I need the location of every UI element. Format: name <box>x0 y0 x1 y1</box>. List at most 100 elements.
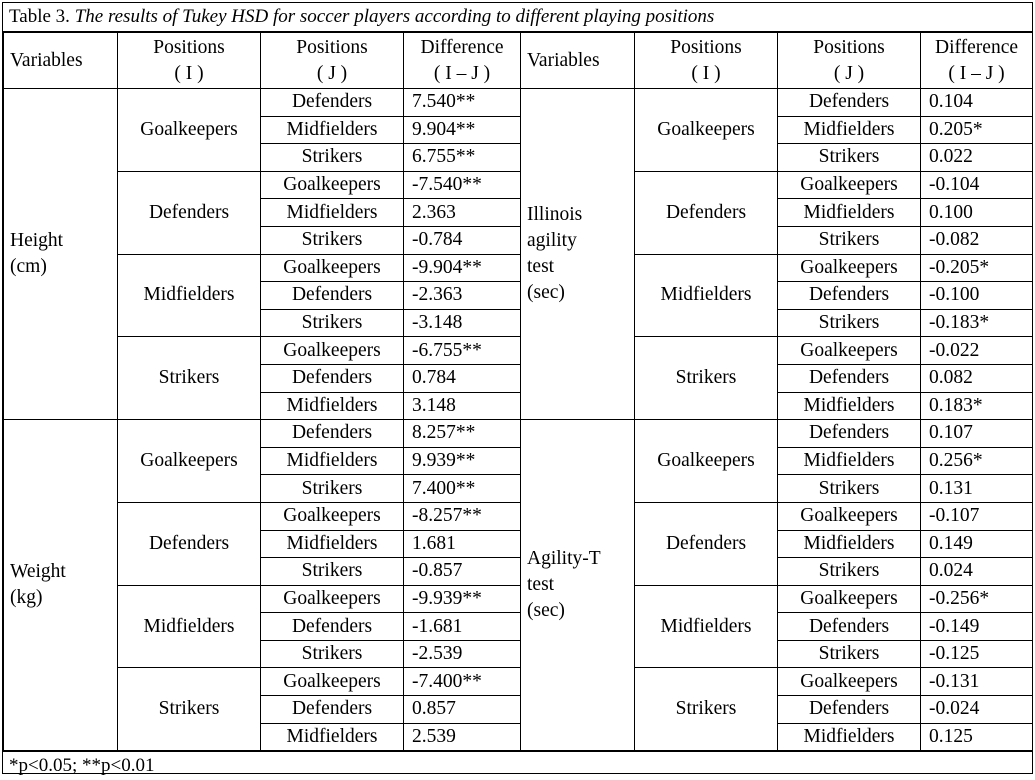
position-j-cell: Midfielders <box>777 391 921 421</box>
header-positions-j-left: Positions( J ) <box>260 32 404 89</box>
position-j-cell: Midfielders <box>260 446 404 476</box>
variable-line: (cm) <box>10 256 47 278</box>
header-variables-left: Variables <box>3 32 118 89</box>
position-i-cell: Midfielders <box>117 253 261 338</box>
caption-title: The results of Tukey HSD for soccer play… <box>74 6 715 27</box>
table-row: Defenders 0.784 Defenders 0.082 <box>4 363 1033 393</box>
position-j-cell: Midfielders <box>260 391 404 421</box>
difference-cell: -0.104 <box>920 170 1033 200</box>
difference-cell: -8.257** <box>403 501 521 531</box>
position-j-cell: Midfielders <box>777 529 921 559</box>
position-j-cell: Defenders <box>260 419 404 448</box>
header-row: Variables Positions( I ) Positions( J ) … <box>3 32 1033 89</box>
table-row: Defenders Goalkeepers -8.257** Defenders Goa… <box>4 501 1033 586</box>
position-j-cell: Defenders <box>260 88 404 117</box>
difference-cell: 6.755** <box>403 143 521 172</box>
position-i-cell: Goalkeepers <box>117 88 261 172</box>
position-j-cell: Midfielders <box>260 722 404 752</box>
position-j-cell: Defenders <box>260 612 404 641</box>
difference-cell: -6.755** <box>403 336 521 365</box>
table-row: Midfielders 9.904** Midfielders 0.205* <box>4 115 1033 145</box>
variable-line: (sec) <box>527 600 565 622</box>
difference-cell: -0.256* <box>920 584 1033 614</box>
table-row: Midfielders 2.539 Midfielders 0.125 <box>4 722 1033 752</box>
position-i-cell: Defenders <box>117 501 261 586</box>
table-row: Defenders 0.857 Defenders -0.024 <box>4 695 1033 724</box>
position-j-cell: Midfielders <box>260 529 404 559</box>
position-j-cell: Strikers <box>777 557 921 586</box>
table-row: Defenders Goalkeepers -7.540** Defenders Goa… <box>4 170 1033 255</box>
table-row: Strikers 6.755** Strikers 0.022 <box>4 143 1033 172</box>
position-j-cell: Goalkeepers <box>777 336 921 365</box>
difference-cell: 9.939** <box>403 446 521 476</box>
table-row: Strikers Goalkeepers -7.400** Strikers Goalk… <box>4 667 1033 752</box>
difference-cell: 9.904** <box>403 115 521 145</box>
difference-cell: -0.024 <box>920 695 1033 724</box>
difference-cell: 0.256* <box>920 446 1033 476</box>
table-row: Height (cm) Goalkeepers Defenders 7.540** Ill… <box>3 87 1033 421</box>
position-j-cell: Strikers <box>260 143 404 172</box>
difference-cell: -3.148 <box>403 308 521 338</box>
table-row: Defenders -1.681 Defenders -0.149 <box>4 612 1033 641</box>
position-i-cell: Strikers <box>117 667 261 752</box>
table-row: Strikers -0.857 Strikers 0.024 <box>4 557 1033 586</box>
header-difference-left: Difference( I – J ) <box>403 32 521 89</box>
difference-cell: -0.107 <box>920 501 1033 531</box>
position-j-cell: Goalkeepers <box>260 667 404 697</box>
position-j-cell: Goalkeepers <box>777 253 921 283</box>
difference-cell: -2.539 <box>403 639 521 669</box>
difference-cell: 2.539 <box>403 722 521 752</box>
position-j-cell: Goalkeepers <box>260 170 404 200</box>
difference-cell: -0.125 <box>920 639 1033 669</box>
variable-line: Agility-T <box>527 548 601 570</box>
variable-cell: Height (cm) <box>3 87 118 421</box>
difference-cell: -0.857 <box>403 557 521 586</box>
difference-cell: 1.681 <box>403 529 521 559</box>
position-i-cell: Goalkeepers <box>634 419 778 503</box>
difference-cell: 8.257** <box>403 419 521 448</box>
position-i-cell: Strikers <box>634 336 778 421</box>
difference-cell: 0.104 <box>920 88 1033 117</box>
position-j-cell: Defenders <box>260 281 404 310</box>
difference-cell: -1.681 <box>403 612 521 641</box>
difference-cell: -0.205* <box>920 253 1033 283</box>
position-i-cell: Goalkeepers <box>117 419 261 503</box>
difference-cell: 0.183* <box>920 391 1033 421</box>
position-j-cell: Defenders <box>777 419 921 448</box>
table-row: Midfielders Goalkeepers -9.939** Midfielder… <box>4 584 1033 669</box>
variable-line: Illinois <box>527 204 583 226</box>
variable-line: (kg) <box>10 587 43 609</box>
position-j-cell: Midfielders <box>777 115 921 145</box>
header-positions-j-right: Positions( J ) <box>777 32 921 89</box>
position-j-cell: Strikers <box>777 474 921 503</box>
difference-cell: 2.363 <box>403 198 521 227</box>
difference-cell: -9.904** <box>403 253 521 283</box>
caption-label: Table 3. <box>9 6 70 27</box>
table-footnote: *p<0.05; **p<0.01 <box>3 751 1032 780</box>
difference-cell: 0.100 <box>920 198 1033 227</box>
difference-cell: 0.082 <box>920 363 1033 393</box>
difference-cell: 7.400** <box>403 474 521 503</box>
table-row: Midfielders Goalkeepers -9.904** Midfielder… <box>4 253 1033 338</box>
position-i-cell: Goalkeepers <box>634 88 778 172</box>
header-variables-right: Variables <box>520 32 635 89</box>
variable-line: test <box>527 256 555 278</box>
table-row: Strikers -3.148 Strikers -0.183* <box>4 308 1033 338</box>
position-i-cell: Midfielders <box>634 253 778 338</box>
position-j-cell: Strikers <box>260 225 404 255</box>
difference-cell: -7.540** <box>403 170 521 200</box>
variable-cell: Weight (kg) <box>3 419 118 752</box>
difference-cell: 0.022 <box>920 143 1033 172</box>
difference-cell: 0.131 <box>920 474 1033 503</box>
difference-cell: 0.125 <box>920 722 1033 752</box>
table-row: Strikers -0.784 Strikers -0.082 <box>4 225 1033 255</box>
variable-cell: Illinois agility test (sec) <box>520 87 635 421</box>
position-j-cell: Strikers <box>260 308 404 338</box>
position-j-cell: Strikers <box>777 308 921 338</box>
position-j-cell: Midfielders <box>777 722 921 752</box>
difference-cell: -7.400** <box>403 667 521 697</box>
position-j-cell: Strikers <box>260 639 404 669</box>
position-i-cell: Strikers <box>634 667 778 752</box>
table-row: Strikers -2.539 Strikers -0.125 <box>4 639 1033 669</box>
